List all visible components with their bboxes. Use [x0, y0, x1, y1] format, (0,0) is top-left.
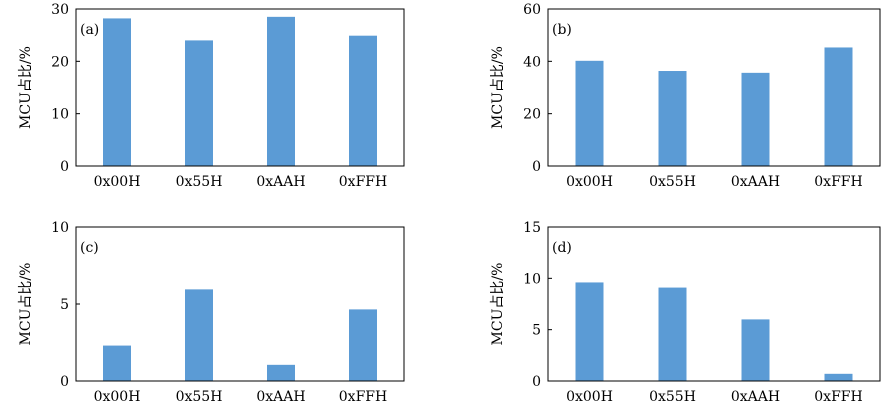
- bar-0xFFH: [349, 309, 377, 381]
- x-tick-label: 0x55H: [649, 174, 696, 190]
- y-tick-label: 5: [60, 297, 69, 313]
- y-tick-label: 0: [532, 159, 541, 175]
- y-tick-label: 15: [523, 220, 541, 236]
- x-tick-label: 0xFFH: [339, 174, 387, 190]
- x-tick-label: 0xAAH: [256, 389, 305, 405]
- y-tick-label: 10: [523, 271, 541, 287]
- x-tick-label: 0x00H: [94, 174, 141, 190]
- panel-label: (c): [80, 240, 99, 256]
- bar-0x55H: [658, 287, 687, 381]
- bar-0x55H: [185, 289, 213, 381]
- chart-panel-1: 0 10 20 30 0x00H 0x55H 0xAAH 0xFFH (a) MCU占比/%: [18, 2, 405, 190]
- panel-label: (d): [552, 240, 572, 256]
- x-tick-label: 0xFFH: [814, 174, 862, 190]
- y-tick-label: 10: [51, 220, 69, 236]
- bar-0xFFH: [824, 47, 853, 167]
- y-tick-label: 10: [51, 107, 69, 123]
- bar-0x55H: [185, 40, 213, 166]
- x-tick-label: 0x55H: [649, 389, 696, 405]
- x-tick-label: 0x00H: [94, 389, 141, 405]
- panel-label: (b): [552, 22, 572, 38]
- y-tick-label: 5: [532, 323, 541, 339]
- y-axis-label: MCU占比/%: [490, 46, 506, 129]
- y-tick-label: 0: [532, 374, 541, 390]
- y-tick-label: 60: [523, 2, 541, 18]
- plot-frame: [547, 8, 881, 167]
- bar-0xAAH: [741, 72, 770, 166]
- x-tick-label: 0xFFH: [339, 389, 387, 405]
- bar-0x55H: [658, 71, 687, 166]
- y-axis-label: MCU占比/%: [18, 46, 34, 129]
- y-tick-label: 0: [60, 159, 69, 175]
- x-tick-label: 0x00H: [566, 174, 613, 190]
- bar-0x00H: [103, 345, 131, 381]
- x-tick-label: 0x00H: [566, 389, 613, 405]
- y-tick-label: 30: [51, 2, 69, 18]
- plot-frame: [547, 226, 881, 382]
- panel-label: (a): [80, 22, 99, 38]
- bar-0xAAH: [741, 319, 770, 381]
- bar-0x00H: [103, 18, 131, 167]
- bar-0xFFH: [349, 35, 377, 166]
- x-tick-label: 0x55H: [176, 174, 223, 190]
- chart-panel-2: 0 20 40 60 0x00H 0x55H 0xAAH 0xFFH (b) MCU占比/%: [490, 2, 881, 190]
- x-tick-label: 0xAAH: [731, 174, 780, 190]
- x-tick-label: 0xAAH: [256, 174, 305, 190]
- y-tick-label: 20: [51, 54, 69, 70]
- x-tick-label: 0xFFH: [814, 389, 862, 405]
- bar-0xAAH: [267, 16, 295, 166]
- bar-0x00H: [575, 60, 604, 167]
- x-tick-label: 0x55H: [176, 389, 223, 405]
- y-axis-label: MCU占比/%: [18, 263, 34, 346]
- x-tick-label: 0xAAH: [731, 389, 780, 405]
- bar-0x00H: [575, 282, 604, 381]
- y-tick-label: 40: [523, 54, 541, 70]
- y-tick-label: 20: [523, 107, 541, 123]
- bar-0xFFH: [824, 373, 853, 381]
- plot-frame: [75, 8, 405, 167]
- bar-0xAAH: [267, 364, 295, 381]
- chart-panel-4: 0 5 10 15 0x00H 0x55H 0xAAH 0xFFH (d) MCU占比/%: [490, 220, 881, 405]
- chart-panel-3: 0 5 10 0x00H 0x55H 0xAAH 0xFFH (c) MCU占比/%: [18, 220, 405, 405]
- y-tick-label: 0: [60, 374, 69, 390]
- y-axis-label: MCU占比/%: [490, 263, 506, 346]
